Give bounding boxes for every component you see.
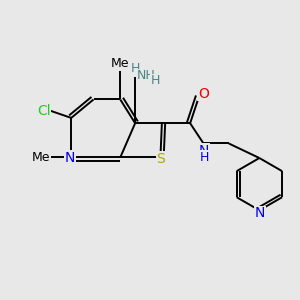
Text: Me: Me <box>111 57 130 70</box>
Text: Cl: Cl <box>37 104 51 118</box>
Text: H: H <box>200 151 209 164</box>
Text: H: H <box>151 74 160 87</box>
Text: H: H <box>130 62 140 75</box>
Text: N: N <box>65 151 75 165</box>
Text: Me: Me <box>32 151 50 164</box>
Text: S: S <box>157 152 165 166</box>
Text: N: N <box>255 206 266 220</box>
Text: NH: NH <box>136 69 155 82</box>
Text: O: O <box>198 86 208 100</box>
Text: N: N <box>199 144 209 158</box>
